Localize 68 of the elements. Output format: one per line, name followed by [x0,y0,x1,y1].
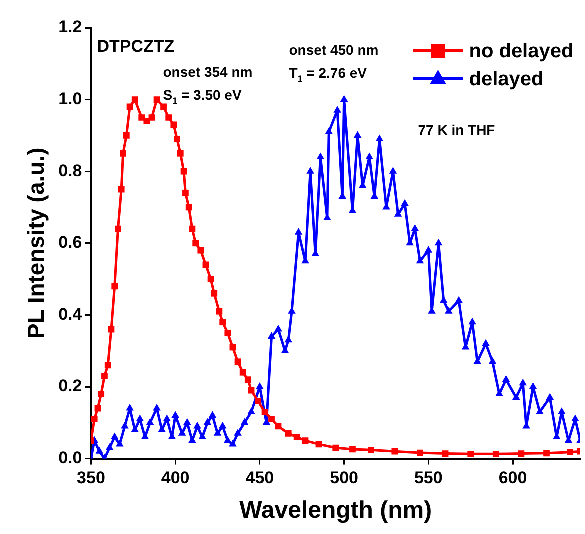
point [115,226,122,232]
point [332,444,340,452]
point [177,150,184,157]
point [198,247,204,254]
point [192,240,200,247]
x-tick-label: 550 [414,468,443,488]
point [123,132,130,139]
point [180,168,188,175]
y-tick-label: 1.2 [58,18,82,37]
point [302,438,309,444]
y-axis-title: PL Intensity (a.u.) [23,148,50,340]
point [216,308,223,315]
point [285,430,292,437]
x-tick-label: 450 [246,468,274,488]
point [220,319,226,326]
point [120,150,126,157]
point [544,450,550,457]
point [234,358,242,366]
legend-label: delayed [469,68,544,91]
y-tick-label: 0.0 [58,448,82,468]
point [368,447,374,454]
point [268,416,275,422]
y-tick-label: 0.2 [58,376,82,396]
x-axis-title: Wavelength (nm) [240,497,432,524]
point [442,450,449,457]
point [112,283,118,290]
point [170,122,178,128]
point [104,362,112,369]
x-tick-label: 400 [161,468,190,488]
point [102,373,108,380]
point [350,446,356,453]
point [244,376,252,383]
point [567,449,574,456]
x-tick-label: 350 [77,468,106,488]
point [392,448,398,455]
point [186,204,192,211]
y-tick-label: 0.8 [58,161,82,180]
annotation: 77 K in THF [418,122,496,138]
point [240,369,246,376]
point [262,408,268,416]
point [255,398,262,405]
point [468,450,474,458]
point [211,290,218,297]
point [91,416,98,422]
x-tick-label: 500 [330,468,358,488]
point [118,186,125,193]
point [160,104,167,110]
point [166,114,172,121]
point [132,96,138,103]
text: DTPCZTZ [97,37,175,56]
x-tick-label: 600 [498,468,528,488]
point [224,330,232,336]
point [98,391,105,398]
point [182,190,189,196]
point [492,450,500,458]
y-tick-label: 0.4 [58,304,83,324]
point [148,114,156,121]
y-tick-label: 1.0 [58,89,82,108]
point [154,96,160,103]
legend-label: no delayed [469,40,574,63]
y-tick-label: 0.6 [58,233,82,252]
point [294,434,300,440]
point [417,450,424,456]
point [208,276,214,282]
point [518,450,525,457]
point [174,136,180,142]
point [248,387,255,394]
point [144,118,150,125]
